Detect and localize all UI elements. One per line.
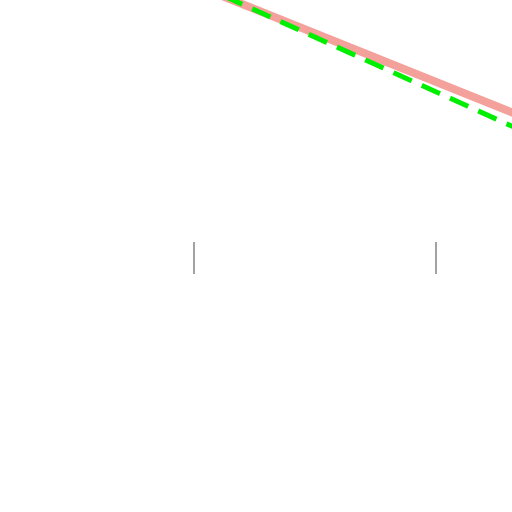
green-dashed-stroke [226,0,512,129]
